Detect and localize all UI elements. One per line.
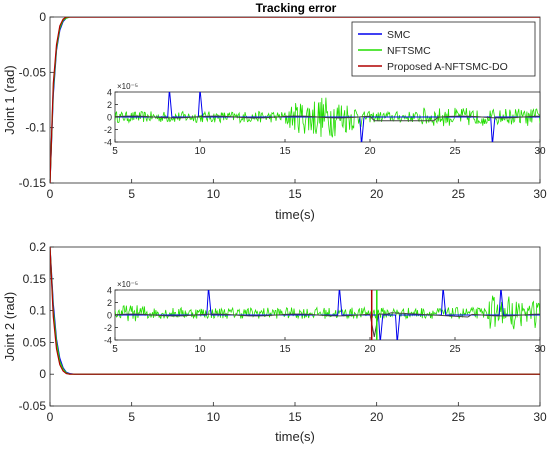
legend-entry: Proposed A-NFTSMC-DO: [387, 61, 508, 73]
inset-x-tick-label: 25: [449, 344, 461, 355]
inset-y-tick-label: 4: [107, 88, 112, 98]
inset-exponent-label: ×10⁻⁵: [117, 82, 138, 91]
y-tick-label: 0.2: [29, 240, 46, 254]
inset-proposed-trace: [115, 312, 540, 337]
x-tick-label: 5: [128, 410, 135, 424]
series-line-proposed-a-nftsmc-do: [50, 17, 540, 183]
y-tick-label: 0.05: [23, 335, 47, 349]
inset-x-tick-label: 20: [364, 344, 376, 355]
y-axis-label: Joint 2 (rad): [2, 292, 17, 361]
chart-title: Tracking error: [256, 1, 337, 15]
inset-y-tick-label: 0: [107, 311, 112, 321]
inset-x-tick-label: 5: [112, 344, 118, 355]
inset-y-tick-label: 2: [107, 298, 112, 308]
legend-box: [351, 21, 536, 77]
x-tick-label: 0: [47, 410, 54, 424]
x-tick-label: 30: [533, 187, 547, 201]
x-tick-label: 20: [370, 187, 384, 201]
inset-x-tick-label: 20: [364, 146, 376, 157]
panel-1: 0 5 10 15 20 25 300-0.05-0.1-0.15time(s)Joint …: [2, 10, 547, 222]
legend-entry: NFTSMC: [387, 45, 431, 57]
inset-x-tick-label: 30: [534, 146, 546, 157]
x-tick-label: 0: [47, 187, 54, 201]
inset-x-tick-label: 15: [279, 344, 291, 355]
x-tick-label: 25: [452, 187, 466, 201]
y-tick-label: 0: [39, 10, 46, 24]
x-tick-label: 15: [288, 410, 302, 424]
inset-x-tick-label: 10: [194, 344, 206, 355]
inset-x-tick-label: 30: [534, 344, 546, 355]
x-axis-label: time(s): [275, 429, 315, 444]
x-tick-label: 10: [207, 187, 221, 201]
inset-x-tick-label: 15: [279, 146, 291, 157]
inset-y-tick-label: -4: [104, 336, 112, 346]
inset-nftsmc-trace: [115, 97, 540, 138]
inset-proposed-trace: [115, 115, 540, 122]
inset-x-tick-label: 25: [449, 146, 461, 157]
y-tick-label: -0.15: [19, 176, 47, 190]
inset-y-tick-label: 4: [107, 286, 112, 296]
x-axis-label: time(s): [275, 207, 315, 222]
x-tick-label: 5: [128, 187, 135, 201]
x-tick-label: 20: [370, 410, 384, 424]
inset-y-tick-label: 2: [107, 100, 112, 110]
inset-exponent-label: ×10⁻⁵: [117, 280, 138, 289]
inset-y-tick-label: 0: [107, 113, 112, 123]
inset-y-tick-label: -2: [104, 125, 112, 135]
y-tick-label: -0.05: [19, 65, 47, 79]
y-tick-label: 0: [39, 367, 46, 381]
inset-y-tick-label: -4: [104, 138, 112, 148]
y-tick-label: 0.15: [23, 272, 47, 286]
x-tick-label: 30: [533, 410, 547, 424]
panels-group: 0 5 10 15 20 25 300-0.05-0.1-0.15time(s)Joint …: [2, 10, 547, 444]
y-tick-label: -0.05: [19, 399, 47, 413]
legend: SMC NFTSMC Proposed A-NFTSMC-DO: [351, 21, 536, 77]
inset-x-tick-label: 5: [112, 146, 118, 157]
x-tick-label: 10: [207, 410, 221, 424]
panel-2: 0 5 10 15 20 25 300.20.150.10.050-0.05time(s)J…: [2, 240, 547, 444]
y-axis-label: Joint 1 (rad): [2, 65, 17, 134]
x-tick-label: 15: [288, 187, 302, 201]
y-tick-label: 0.1: [29, 304, 46, 318]
series-line-proposed-a-nftsmc-do: [50, 247, 540, 375]
legend-entry: SMC: [387, 29, 411, 41]
x-tick-label: 25: [452, 410, 466, 424]
y-tick-label: -0.1: [25, 121, 46, 135]
inset-y-tick-label: -2: [104, 323, 112, 333]
inset-x-tick-label: 10: [194, 146, 206, 157]
